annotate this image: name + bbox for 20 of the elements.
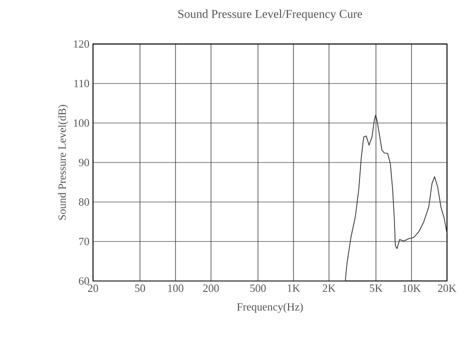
x-axis-title: Frequency(Hz) [237,302,303,313]
x-tick-label: 100 [168,284,184,292]
y-tick-label: 80 [78,198,90,206]
chart-title: Sound Pressure Level/Frequency Cure [178,10,362,20]
y-tick-label: 60 [78,277,90,285]
x-tick-label: 200 [203,284,219,292]
y-tick-label: 70 [79,238,90,246]
y-tick-label: 120 [74,40,90,48]
y-tick-label: 110 [74,80,90,88]
y-tick-label: 100 [74,119,90,127]
x-tick-label: 50 [135,284,146,292]
x-tick-label: 500 [250,284,266,292]
y-axis-title: Sound Pressure Level(dB) [58,104,68,220]
x-tick-label: 20 [88,284,98,292]
x-tick-label: 1K [288,284,300,292]
x-tick-label: 2K [322,284,336,292]
x-tick-label: 10K [402,284,421,292]
x-tick-label: 20K [438,284,456,292]
x-tick-label: 5K [370,284,383,292]
y-tick-label: 90 [78,158,90,166]
